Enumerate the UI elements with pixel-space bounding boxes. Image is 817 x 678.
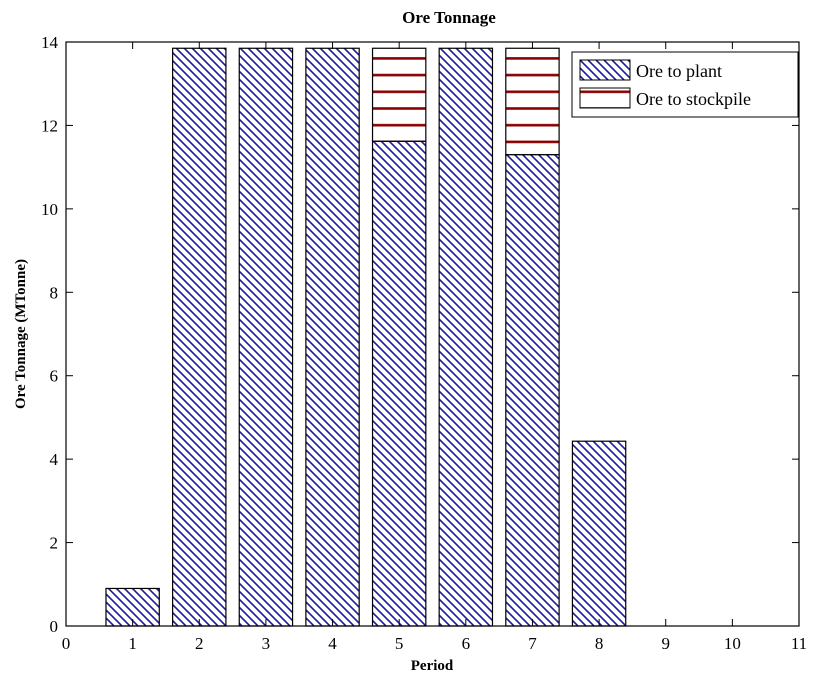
bar-plant-period-5 [371, 140, 427, 627]
y-tick-label: 8 [50, 283, 59, 302]
legend-label-plant: Ore to plant [636, 61, 722, 81]
bar-plant-period-7 [505, 154, 560, 627]
legend-swatch-stockpile [579, 87, 631, 109]
x-tick-label: 2 [195, 634, 204, 653]
y-tick-label: 0 [50, 617, 59, 636]
y-tick-label: 4 [50, 450, 59, 469]
bar-stockpile-period-7 [505, 47, 560, 156]
x-tick-label: 7 [528, 634, 537, 653]
bar-plant-period-6 [438, 47, 494, 627]
legend-label-stockpile: Ore to stockpile [636, 89, 751, 109]
x-tick-label: 1 [128, 634, 137, 653]
x-tick-label: 8 [595, 634, 604, 653]
bar-plant-period-2 [172, 47, 227, 627]
x-tick-label: 10 [724, 634, 741, 653]
bars-group [105, 47, 627, 627]
x-tick-label: 11 [791, 634, 807, 653]
y-tick-label: 6 [50, 367, 59, 386]
x-tick-label: 5 [395, 634, 404, 653]
bar-stockpile-period-5 [371, 47, 427, 142]
chart-title: Ore Tonnage [402, 8, 496, 27]
x-axis-label: Period [411, 658, 454, 674]
x-tick-label: 3 [262, 634, 271, 653]
x-axis-ticks: 0 1 2 3 4 5 6 7 8 9 10 11 [62, 42, 807, 653]
legend: Ore to plant Ore to stockpile [571, 51, 799, 118]
legend-swatch-plant [579, 59, 631, 81]
y-tick-label: 14 [41, 33, 59, 52]
x-tick-label: 4 [328, 634, 337, 653]
y-tick-label: 2 [50, 534, 59, 553]
plot-frame [65, 41, 800, 627]
y-axis-ticks: 0 2 4 6 8 10 12 14 [41, 33, 799, 636]
bar-plant-period-4 [305, 47, 360, 627]
x-tick-label: 0 [62, 634, 71, 653]
y-tick-label: 12 [41, 116, 58, 135]
x-tick-label: 9 [661, 634, 670, 653]
bar-plant-period-8 [571, 440, 627, 627]
y-axis-label: Ore Tonnage (MTonne) [13, 259, 29, 409]
y-tick-label: 10 [41, 200, 58, 219]
x-tick-label: 6 [462, 634, 471, 653]
bar-plant-period-3 [238, 47, 294, 627]
